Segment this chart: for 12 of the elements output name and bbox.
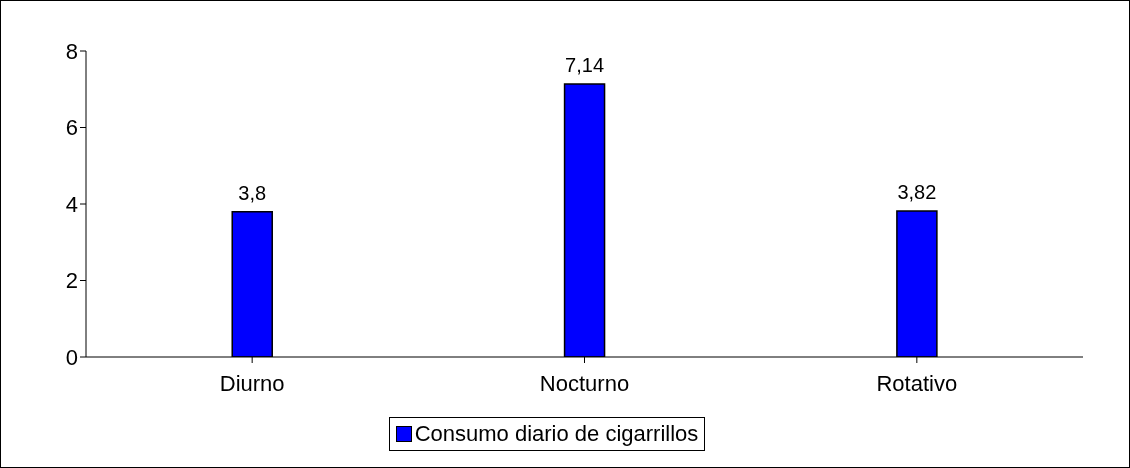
x-tick-label: Rotativo — [876, 370, 958, 396]
y-tick-label: 2 — [65, 268, 78, 294]
y-tick-label: 8 — [65, 38, 78, 64]
y-tick-label: 4 — [65, 191, 78, 217]
x-tick-label: Diurno — [219, 370, 285, 396]
data-label: 7,14 — [565, 53, 605, 76]
y-tick-label: 0 — [65, 344, 78, 370]
y-tick-label: 6 — [65, 115, 78, 141]
legend-label: Consumo diario de cigarrillos — [413, 421, 699, 447]
data-label: 3,82 — [897, 180, 937, 203]
x-tick-label: Nocturno — [539, 370, 630, 396]
data-label: 3,8 — [238, 181, 267, 204]
